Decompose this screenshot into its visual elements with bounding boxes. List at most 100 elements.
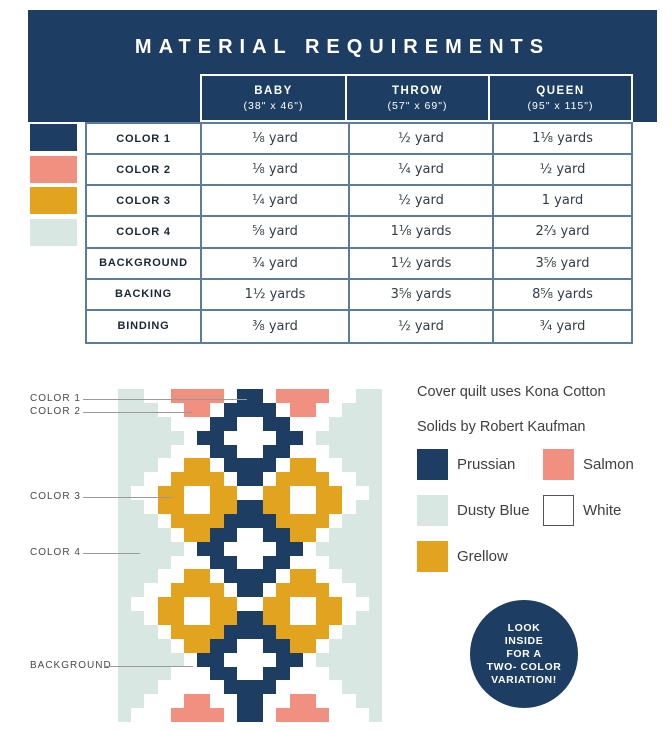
quilt-cell xyxy=(289,527,303,542)
quilt-cell xyxy=(144,666,158,681)
quilt-cell xyxy=(249,430,264,445)
quilt-cell xyxy=(276,541,290,556)
quilt-cell xyxy=(263,389,277,403)
quilt-cell xyxy=(355,569,369,584)
quilt-cell xyxy=(368,555,382,570)
quilt-cell xyxy=(263,527,277,542)
quilt-cell xyxy=(131,430,145,445)
quilt-cell xyxy=(236,389,250,403)
quilt-cell xyxy=(355,638,369,653)
quilt-cell xyxy=(210,513,224,528)
legend-swatch-dusty-blue xyxy=(417,495,448,526)
quilt-cell xyxy=(223,638,237,653)
size-column-throw: THROW (57" x 69") xyxy=(345,76,488,120)
value-cell-background: ¾ yard xyxy=(202,248,350,280)
quilt-cell xyxy=(355,430,369,445)
quilt-cell xyxy=(157,458,171,473)
quilt-cell xyxy=(368,638,382,653)
quilt-cell xyxy=(183,555,198,570)
quilt-cell xyxy=(315,513,330,528)
quilt-cell xyxy=(118,708,132,722)
quilt-cell xyxy=(289,708,303,722)
quilt-cell xyxy=(223,541,237,556)
header-block: MATERIAL REQUIREMENTS BABY (38" x 46") THR… xyxy=(28,10,657,122)
quilt-cell xyxy=(157,430,171,445)
quilt-cell xyxy=(183,458,198,473)
quilt-cell xyxy=(249,416,264,431)
legend-swatch-grellow xyxy=(417,541,448,572)
quilt-cell xyxy=(210,569,224,584)
quilt-cell xyxy=(144,402,158,417)
quilt-cell xyxy=(210,638,224,653)
quilt-cell xyxy=(131,555,145,570)
quilt-cell xyxy=(276,500,290,514)
quilt-cell xyxy=(329,708,343,722)
quilt-cell xyxy=(210,486,224,500)
row-label-text: COLOR 2 xyxy=(116,163,171,176)
quilt-cell xyxy=(289,611,303,625)
quilt-cell xyxy=(183,500,198,514)
quilt-cell xyxy=(131,486,145,500)
quilt-cell xyxy=(170,611,184,625)
quilt-cell xyxy=(236,569,250,584)
quilt-cell xyxy=(315,486,330,500)
quilt-cell xyxy=(355,555,369,570)
quilt-cell xyxy=(355,597,369,611)
yardage-value: ¼ yard xyxy=(252,193,298,209)
quilt-cell xyxy=(223,583,237,598)
quilt-cell xyxy=(223,444,237,459)
quilt-cell xyxy=(329,555,343,570)
quilt-cell xyxy=(144,583,158,598)
value-cell-binding: ½ yard xyxy=(350,310,494,342)
quilt-cell xyxy=(144,444,158,459)
quilt-cell xyxy=(197,583,211,598)
row-label-text: COLOR 1 xyxy=(116,132,171,145)
quilt-cell xyxy=(368,389,382,403)
quilt-cell xyxy=(197,666,211,681)
quilt-cell xyxy=(157,527,171,542)
yardage-value: ⅜ yard xyxy=(252,318,298,334)
quilt-cell xyxy=(368,444,382,459)
quilt-cell xyxy=(276,666,290,681)
quilt-cell xyxy=(131,624,145,639)
quilt-cell xyxy=(197,708,211,722)
quilt-cell xyxy=(302,402,316,417)
quilt-cell xyxy=(157,652,171,667)
legend-label-prussian: Prussian xyxy=(457,456,516,473)
quilt-cell xyxy=(302,500,316,514)
quilt-cell xyxy=(210,611,224,625)
quilt-cell xyxy=(263,666,277,681)
diagram-label-color-3: COLOR 3 xyxy=(30,491,81,502)
quilt-cell xyxy=(144,680,158,695)
quilt-cell xyxy=(131,513,145,528)
quilt-cell xyxy=(170,652,184,667)
quilt-cell xyxy=(249,472,264,487)
row-label-backing: BACKING xyxy=(87,279,202,311)
quilt-cell xyxy=(249,597,264,611)
quilt-cell xyxy=(355,389,369,403)
quilt-cell xyxy=(197,486,211,500)
quilt-cell xyxy=(144,694,158,709)
quilt-cell xyxy=(368,472,382,487)
quilt-cell xyxy=(197,597,211,611)
quilt-cell xyxy=(183,638,198,653)
quilt-cell xyxy=(210,430,224,445)
quilt-cell xyxy=(236,527,250,542)
quilt-cell xyxy=(183,389,198,403)
size-columns-header: BABY (38" x 46") THROW (57" x 69") QUEEN (95"… xyxy=(200,74,633,122)
quilt-cell xyxy=(315,500,330,514)
quilt-cell xyxy=(157,569,171,584)
quilt-cell xyxy=(276,513,290,528)
quilt-cell xyxy=(210,527,224,542)
quilt-cell xyxy=(131,680,145,695)
quilt-cell xyxy=(315,624,330,639)
quilt-cell xyxy=(157,555,171,570)
badge-text-line: FOR A xyxy=(506,647,542,660)
value-cell-color-4: ⅝ yard xyxy=(202,217,350,249)
quilt-cell xyxy=(276,389,290,403)
quilt-cell xyxy=(183,513,198,528)
quilt-cell xyxy=(276,638,290,653)
quilt-cell xyxy=(183,486,198,500)
quilt-cell xyxy=(276,694,290,709)
row-label-text: COLOR 4 xyxy=(116,225,171,238)
